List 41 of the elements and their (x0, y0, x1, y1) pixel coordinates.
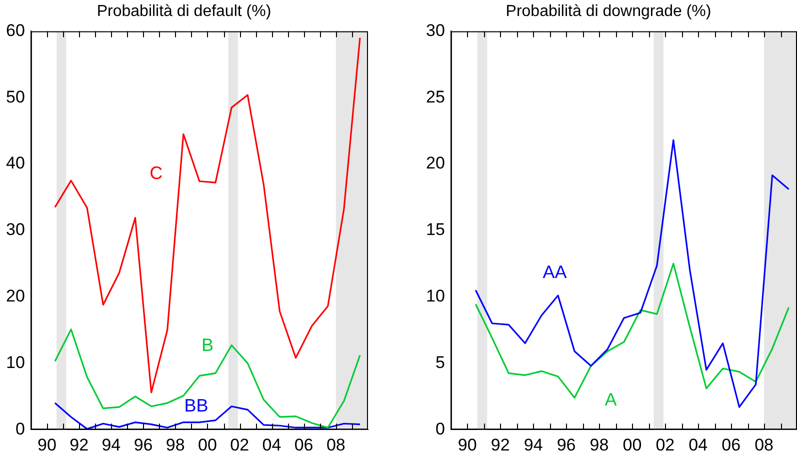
series-label: BB (184, 395, 208, 416)
x-tick-label: 02 (230, 435, 250, 454)
y-tick-label: 50 (6, 87, 25, 106)
x-tick-label: 96 (556, 435, 576, 454)
y-tick-label: 20 (426, 154, 445, 173)
series-label: C (150, 162, 163, 183)
x-tick-label: 08 (754, 435, 774, 454)
y-tick-label: 20 (6, 286, 25, 306)
y-tick-label: 0 (435, 419, 445, 438)
y-tick-label: 25 (426, 87, 445, 106)
y-tick-label: 30 (6, 220, 25, 240)
y-tick-label: 0 (15, 419, 25, 438)
series-label: AA (542, 262, 567, 282)
y-tick-label: 60 (6, 20, 25, 40)
x-tick-label: 90 (38, 435, 56, 454)
y-tick-label: 40 (6, 154, 25, 173)
y-tick-label: 10 (426, 286, 445, 306)
x-tick-label: 00 (622, 435, 642, 454)
x-tick-label: 06 (722, 435, 741, 454)
y-tick-label: 10 (6, 352, 25, 372)
x-tick-label: 08 (326, 435, 346, 454)
x-tick-label: 98 (590, 435, 609, 454)
series-label: A (604, 389, 617, 410)
x-tick-label: 04 (688, 435, 708, 454)
x-tick-label: 96 (134, 435, 153, 454)
x-tick-label: 06 (294, 435, 314, 454)
x-tick-label: 92 (490, 435, 510, 454)
chart-title: Probabilità di default (%) (96, 3, 272, 20)
x-tick-label: 92 (70, 435, 89, 454)
x-tick-label: 00 (198, 435, 217, 454)
chart-title: Probabilità di downgrade (%) (506, 3, 712, 20)
y-tick-label: 30 (426, 20, 445, 40)
x-tick-label: 94 (524, 435, 543, 454)
x-tick-label: 04 (262, 435, 282, 454)
y-tick-label: 5 (435, 352, 445, 372)
x-tick-label: 98 (166, 435, 185, 454)
y-tick-label: 15 (426, 220, 445, 240)
x-tick-label: 94 (102, 435, 121, 454)
x-tick-label: 02 (656, 435, 675, 454)
x-tick-label: 90 (458, 435, 477, 454)
series-label: B (201, 334, 214, 355)
